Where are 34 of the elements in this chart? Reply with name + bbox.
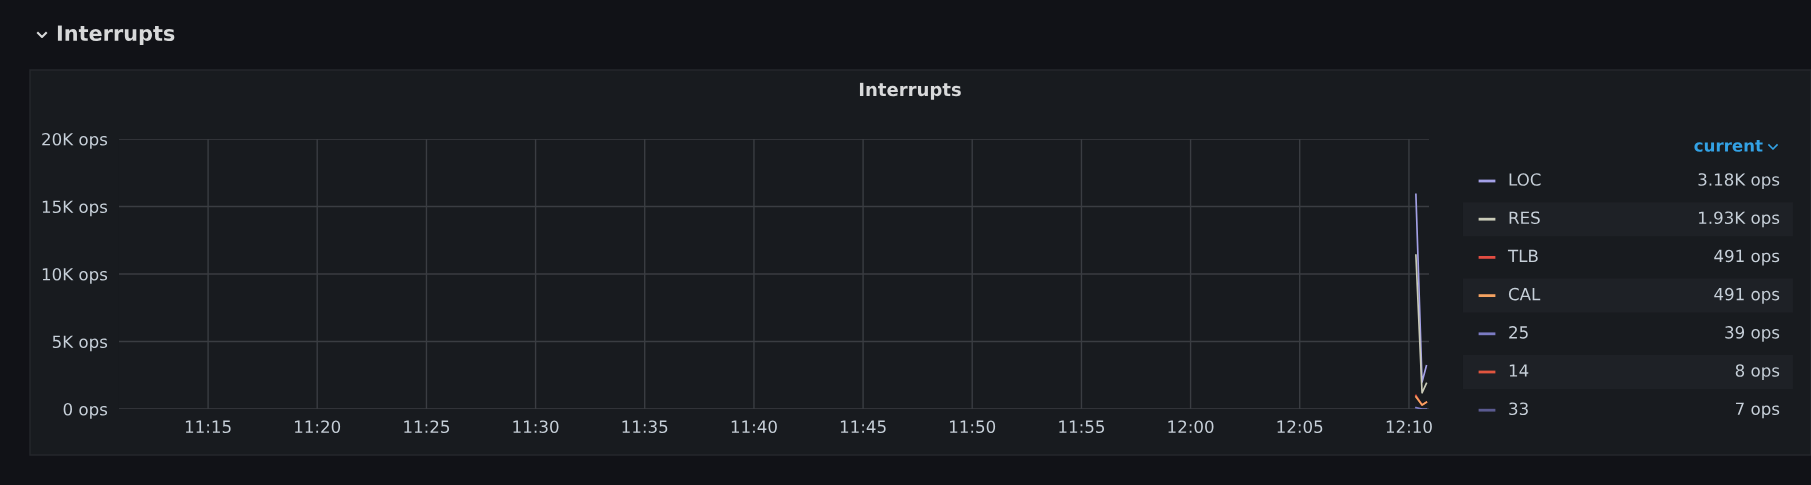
- legend-label: TLB: [1507, 249, 1538, 262]
- legend-title: current: [1694, 139, 1763, 152]
- legend-label: 25: [1509, 326, 1528, 339]
- text: 491 ops: [1714, 249, 1780, 266]
- x-tick-label: 12:10: [1386, 420, 1432, 434]
- legend-label: 14: [1509, 364, 1529, 377]
- x-tick-label: 12:00: [1168, 420, 1214, 434]
- x-tick-label: 11:35: [622, 420, 668, 434]
- text: 3.18K ops: [1698, 173, 1780, 190]
- text: 1.93K ops: [1699, 211, 1780, 228]
- x-tick-label: 11:20: [295, 420, 341, 434]
- text: 8 ops: [1735, 364, 1780, 381]
- x-tick-label: 11:55: [1059, 420, 1105, 434]
- y-tick-label: 5K ops: [52, 335, 108, 352]
- x-tick-label: 12:05: [1277, 420, 1323, 434]
- y-tick-label: 20K ops: [42, 132, 108, 149]
- x-tick-label: 11:15: [185, 420, 231, 434]
- legend-label: 33: [1509, 402, 1528, 416]
- y-tick-label: 0 ops: [63, 402, 108, 419]
- y-tick-label: 15K ops: [42, 200, 108, 217]
- legend-label: LOC: [1509, 173, 1541, 186]
- legend-label: RES: [1509, 211, 1540, 225]
- y-tick-label: 10K ops: [42, 267, 108, 284]
- x-tick-label: 11:45: [840, 420, 886, 434]
- text: Interrupts: [57, 25, 175, 46]
- text: 7 ops: [1736, 402, 1780, 419]
- legend-label: CAL: [1508, 287, 1541, 301]
- text: 39 ops: [1725, 326, 1780, 342]
- x-tick-label: 11:50: [950, 420, 996, 434]
- text: 491 ops: [1714, 287, 1780, 304]
- x-tick-label: 11:25: [404, 420, 450, 434]
- x-tick-label: 11:40: [731, 420, 777, 434]
- chart-title: Interrupts: [859, 82, 961, 100]
- x-tick-label: 11:30: [513, 420, 559, 434]
